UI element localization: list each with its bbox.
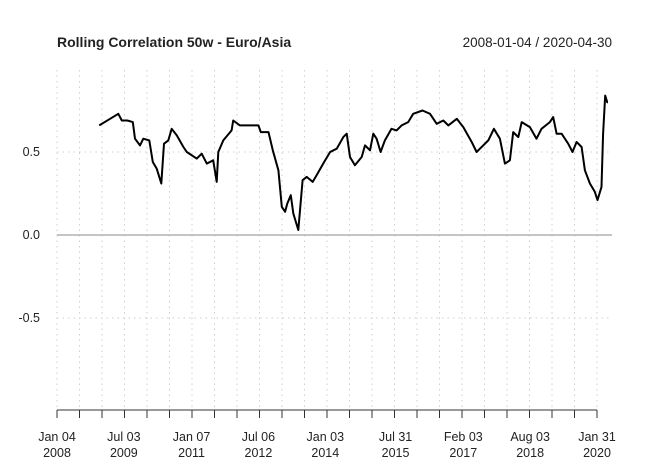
x-tick-label: Aug 03	[510, 430, 550, 444]
x-tick-label-year: 2015	[382, 446, 410, 460]
x-tick-label: Jul 31	[379, 430, 412, 444]
y-tick-label: -0.5	[18, 311, 40, 325]
x-tick-label: Jul 03	[107, 430, 140, 444]
grid	[56, 70, 612, 410]
y-axis: 0.5 0.0 -0.5	[18, 145, 40, 325]
x-axis: Jan 04 2008 Jul 03 2009 Jan 07 2011 Jul 06 2012…	[38, 409, 616, 460]
y-tick-label: 0.0	[23, 228, 40, 242]
series-line	[98, 94, 609, 231]
x-tick-label-year: 2018	[516, 446, 544, 460]
x-tick-label-year: 2012	[245, 446, 273, 460]
x-tick-label: Jan 07	[173, 430, 211, 444]
x-tick-label: Feb 03	[444, 430, 483, 444]
y-tick-label: 0.5	[23, 145, 40, 159]
x-tick-label-year: 2009	[110, 446, 138, 460]
x-tick-label: Jul 06	[242, 430, 275, 444]
chart-title: Rolling Correlation 50w - Euro/Asia	[57, 34, 291, 50]
x-tick-label-year: 2011	[178, 446, 205, 460]
x-tick-label: Jan 03	[307, 430, 345, 444]
x-tick-label-year: 2014	[311, 446, 339, 460]
x-tick-label-year: 2017	[449, 446, 477, 460]
x-tick-label: Jan 04	[38, 430, 76, 444]
x-tick-label-year: 2008	[43, 446, 71, 460]
x-tick-label-year: 2020	[583, 446, 611, 460]
date-range: 2008-01-04 / 2020-04-30	[463, 35, 612, 50]
x-tick-label: Jan 31	[578, 430, 616, 444]
